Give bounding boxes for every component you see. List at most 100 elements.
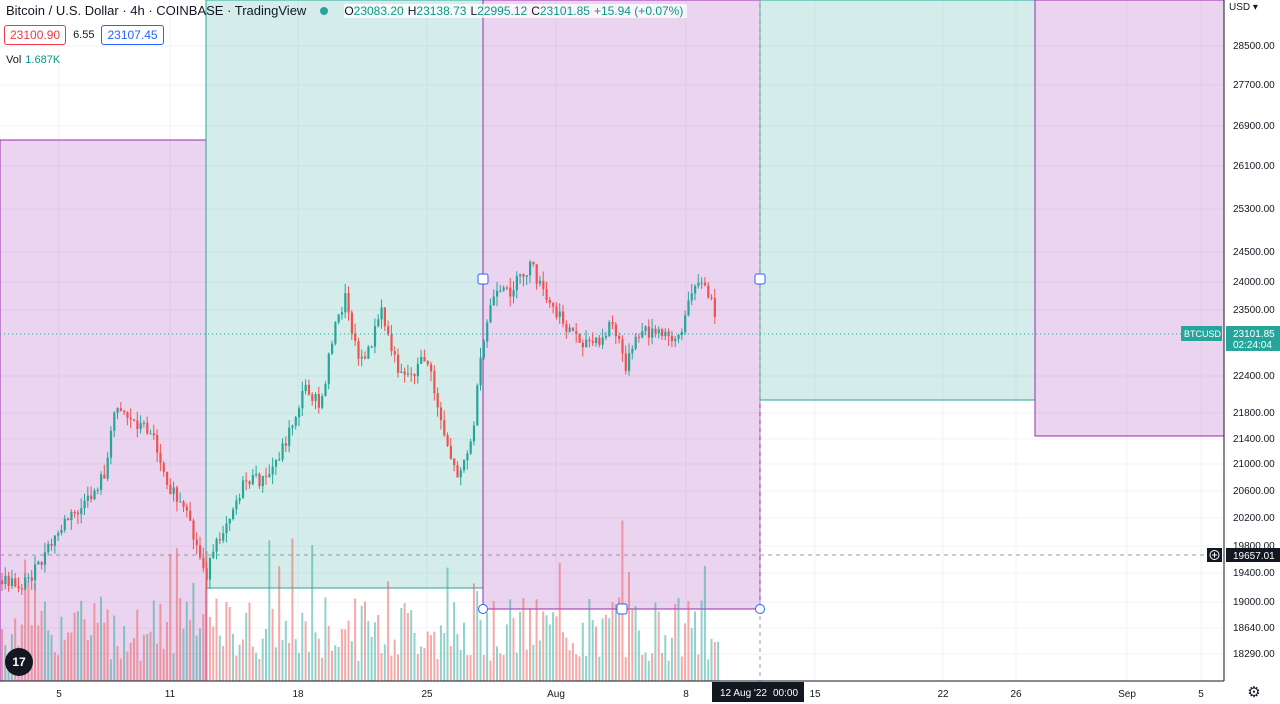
candle-body bbox=[482, 341, 485, 358]
cursor-time: 00:00 bbox=[773, 688, 798, 699]
candle-body bbox=[463, 460, 466, 471]
candle-body bbox=[423, 357, 426, 362]
candle-body bbox=[327, 353, 330, 385]
candle-body bbox=[703, 282, 707, 286]
price-tick-label: 28500.00 bbox=[1233, 41, 1275, 52]
candle-body bbox=[568, 327, 571, 332]
volume-bar bbox=[63, 639, 66, 681]
volume-bar bbox=[373, 622, 376, 681]
candle-body bbox=[278, 459, 281, 461]
candle-body bbox=[255, 473, 258, 476]
candle-body bbox=[126, 412, 129, 418]
sell-zone bbox=[1034, 0, 1225, 437]
candle-body bbox=[360, 356, 363, 359]
currency-selector[interactable]: USD ▾ bbox=[1229, 2, 1258, 13]
candle-body bbox=[354, 333, 357, 342]
volume-bar bbox=[664, 635, 667, 681]
volume-bar bbox=[525, 649, 528, 681]
candle-body bbox=[248, 481, 251, 485]
candle-body bbox=[7, 575, 10, 586]
open-key: O bbox=[344, 3, 354, 18]
volume-bar bbox=[466, 655, 469, 681]
candle-body bbox=[86, 495, 89, 501]
volume-bar bbox=[73, 612, 76, 681]
time-tick-label: 18 bbox=[292, 689, 304, 700]
candle-body bbox=[383, 307, 386, 327]
candle-body bbox=[314, 394, 317, 401]
volume-bar bbox=[179, 598, 182, 681]
volume-bar bbox=[34, 583, 36, 681]
volume-bar bbox=[383, 644, 386, 681]
candle-body bbox=[684, 315, 687, 333]
volume-bar bbox=[67, 632, 69, 681]
candle-body bbox=[93, 490, 96, 500]
sell-button[interactable]: 23100.90 bbox=[4, 25, 67, 45]
buy-sell-panel: 23100.90 6.55 23107.45 bbox=[4, 25, 164, 45]
volume-bar bbox=[571, 643, 574, 681]
volume-bar bbox=[522, 598, 525, 681]
candle-body bbox=[113, 412, 116, 431]
candle-body bbox=[476, 385, 479, 426]
symbol-title[interactable]: Bitcoin / U.S. Dollar · 4h · COINBASE · … bbox=[6, 3, 307, 18]
volume-bar bbox=[40, 610, 43, 681]
candle-body bbox=[100, 474, 103, 490]
candle-body bbox=[50, 544, 53, 546]
candle-body bbox=[644, 326, 647, 332]
crosshair-plus-icon bbox=[1209, 550, 1220, 560]
candle-body bbox=[251, 475, 254, 485]
volume-bar bbox=[321, 657, 324, 681]
candle-body bbox=[565, 323, 568, 332]
candle-body bbox=[367, 346, 370, 359]
candle-body bbox=[439, 407, 443, 421]
candle-body bbox=[53, 535, 56, 546]
volume-bar bbox=[251, 646, 254, 681]
candle-body bbox=[591, 341, 594, 344]
candle-body bbox=[624, 353, 627, 371]
volume-bar bbox=[529, 609, 531, 681]
volume-bar bbox=[538, 640, 541, 681]
volume-bar bbox=[502, 655, 505, 681]
candle-body bbox=[139, 423, 142, 430]
gear-icon[interactable]: ⚙ bbox=[1247, 684, 1261, 701]
volume-bar bbox=[327, 625, 330, 681]
candle-body bbox=[387, 326, 390, 335]
volume-bar bbox=[208, 617, 211, 681]
price-tick-label: 26100.00 bbox=[1233, 161, 1275, 172]
candle-body bbox=[350, 312, 353, 334]
candle-body bbox=[166, 471, 169, 485]
volume-bar bbox=[403, 603, 406, 681]
candle-body bbox=[238, 498, 241, 501]
candle-body bbox=[40, 561, 43, 565]
volume-bar bbox=[380, 653, 383, 681]
candle-body bbox=[347, 293, 350, 313]
candle-body bbox=[284, 443, 287, 446]
candle-body bbox=[496, 290, 499, 297]
candle-body bbox=[628, 353, 631, 371]
volume-bar bbox=[601, 618, 604, 681]
tradingview-logo-icon[interactable]: 17 bbox=[5, 648, 33, 676]
volume-bar bbox=[116, 646, 119, 681]
volume-bar bbox=[142, 634, 145, 681]
candle-body bbox=[14, 578, 17, 587]
volume-bar bbox=[281, 640, 284, 681]
candle-body bbox=[60, 530, 63, 533]
buy-button[interactable]: 23107.45 bbox=[101, 25, 164, 45]
candle-body bbox=[116, 408, 119, 413]
time-tick-label: 5 bbox=[56, 689, 62, 700]
cursor-time-label bbox=[712, 682, 804, 702]
candle-body bbox=[106, 457, 109, 479]
volume-bar bbox=[604, 614, 607, 681]
candle-body bbox=[119, 408, 122, 411]
volume-bar bbox=[439, 625, 442, 681]
price-tick-label: 20600.00 bbox=[1233, 486, 1275, 497]
volume-bar bbox=[637, 630, 640, 681]
candle-body bbox=[713, 298, 716, 317]
candle-body bbox=[700, 282, 703, 284]
volume-bar bbox=[420, 646, 423, 681]
volume-bar bbox=[453, 602, 456, 681]
candle-body bbox=[24, 577, 27, 589]
price-tick-label: 18290.00 bbox=[1233, 649, 1275, 660]
volume-bar bbox=[694, 611, 696, 681]
candle-body bbox=[20, 588, 23, 590]
